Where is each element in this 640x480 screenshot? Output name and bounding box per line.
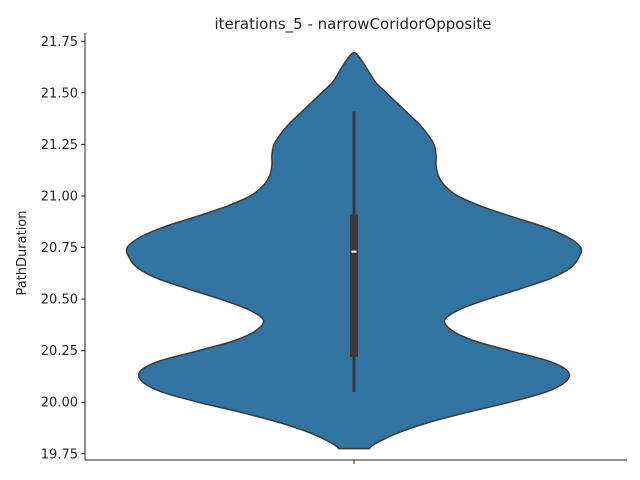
y-tick-label: 20.50 [41,293,78,308]
chart-title: iterations_5 - narrowCoridorOpposite [214,15,491,34]
y-tick-label: 20.75 [41,241,78,256]
y-tick-label: 19.75 [41,447,78,462]
y-tick-label: 21.50 [41,86,78,101]
plot-area [125,51,583,450]
y-tick-label: 20.25 [41,344,78,359]
y-tick-label: 21.25 [41,138,78,153]
median-marker [351,250,357,253]
interquartile-box [350,214,358,357]
y-tick-label: 21.00 [41,189,78,204]
axes: 19.75 20.00 20.25 20.50 20.75 21.00 21.25 21.50… [41,33,627,464]
y-axis-label: PathDuration [15,210,30,295]
y-tick-label: 20.00 [41,396,78,411]
y-tick-label: 21.75 [41,35,78,50]
